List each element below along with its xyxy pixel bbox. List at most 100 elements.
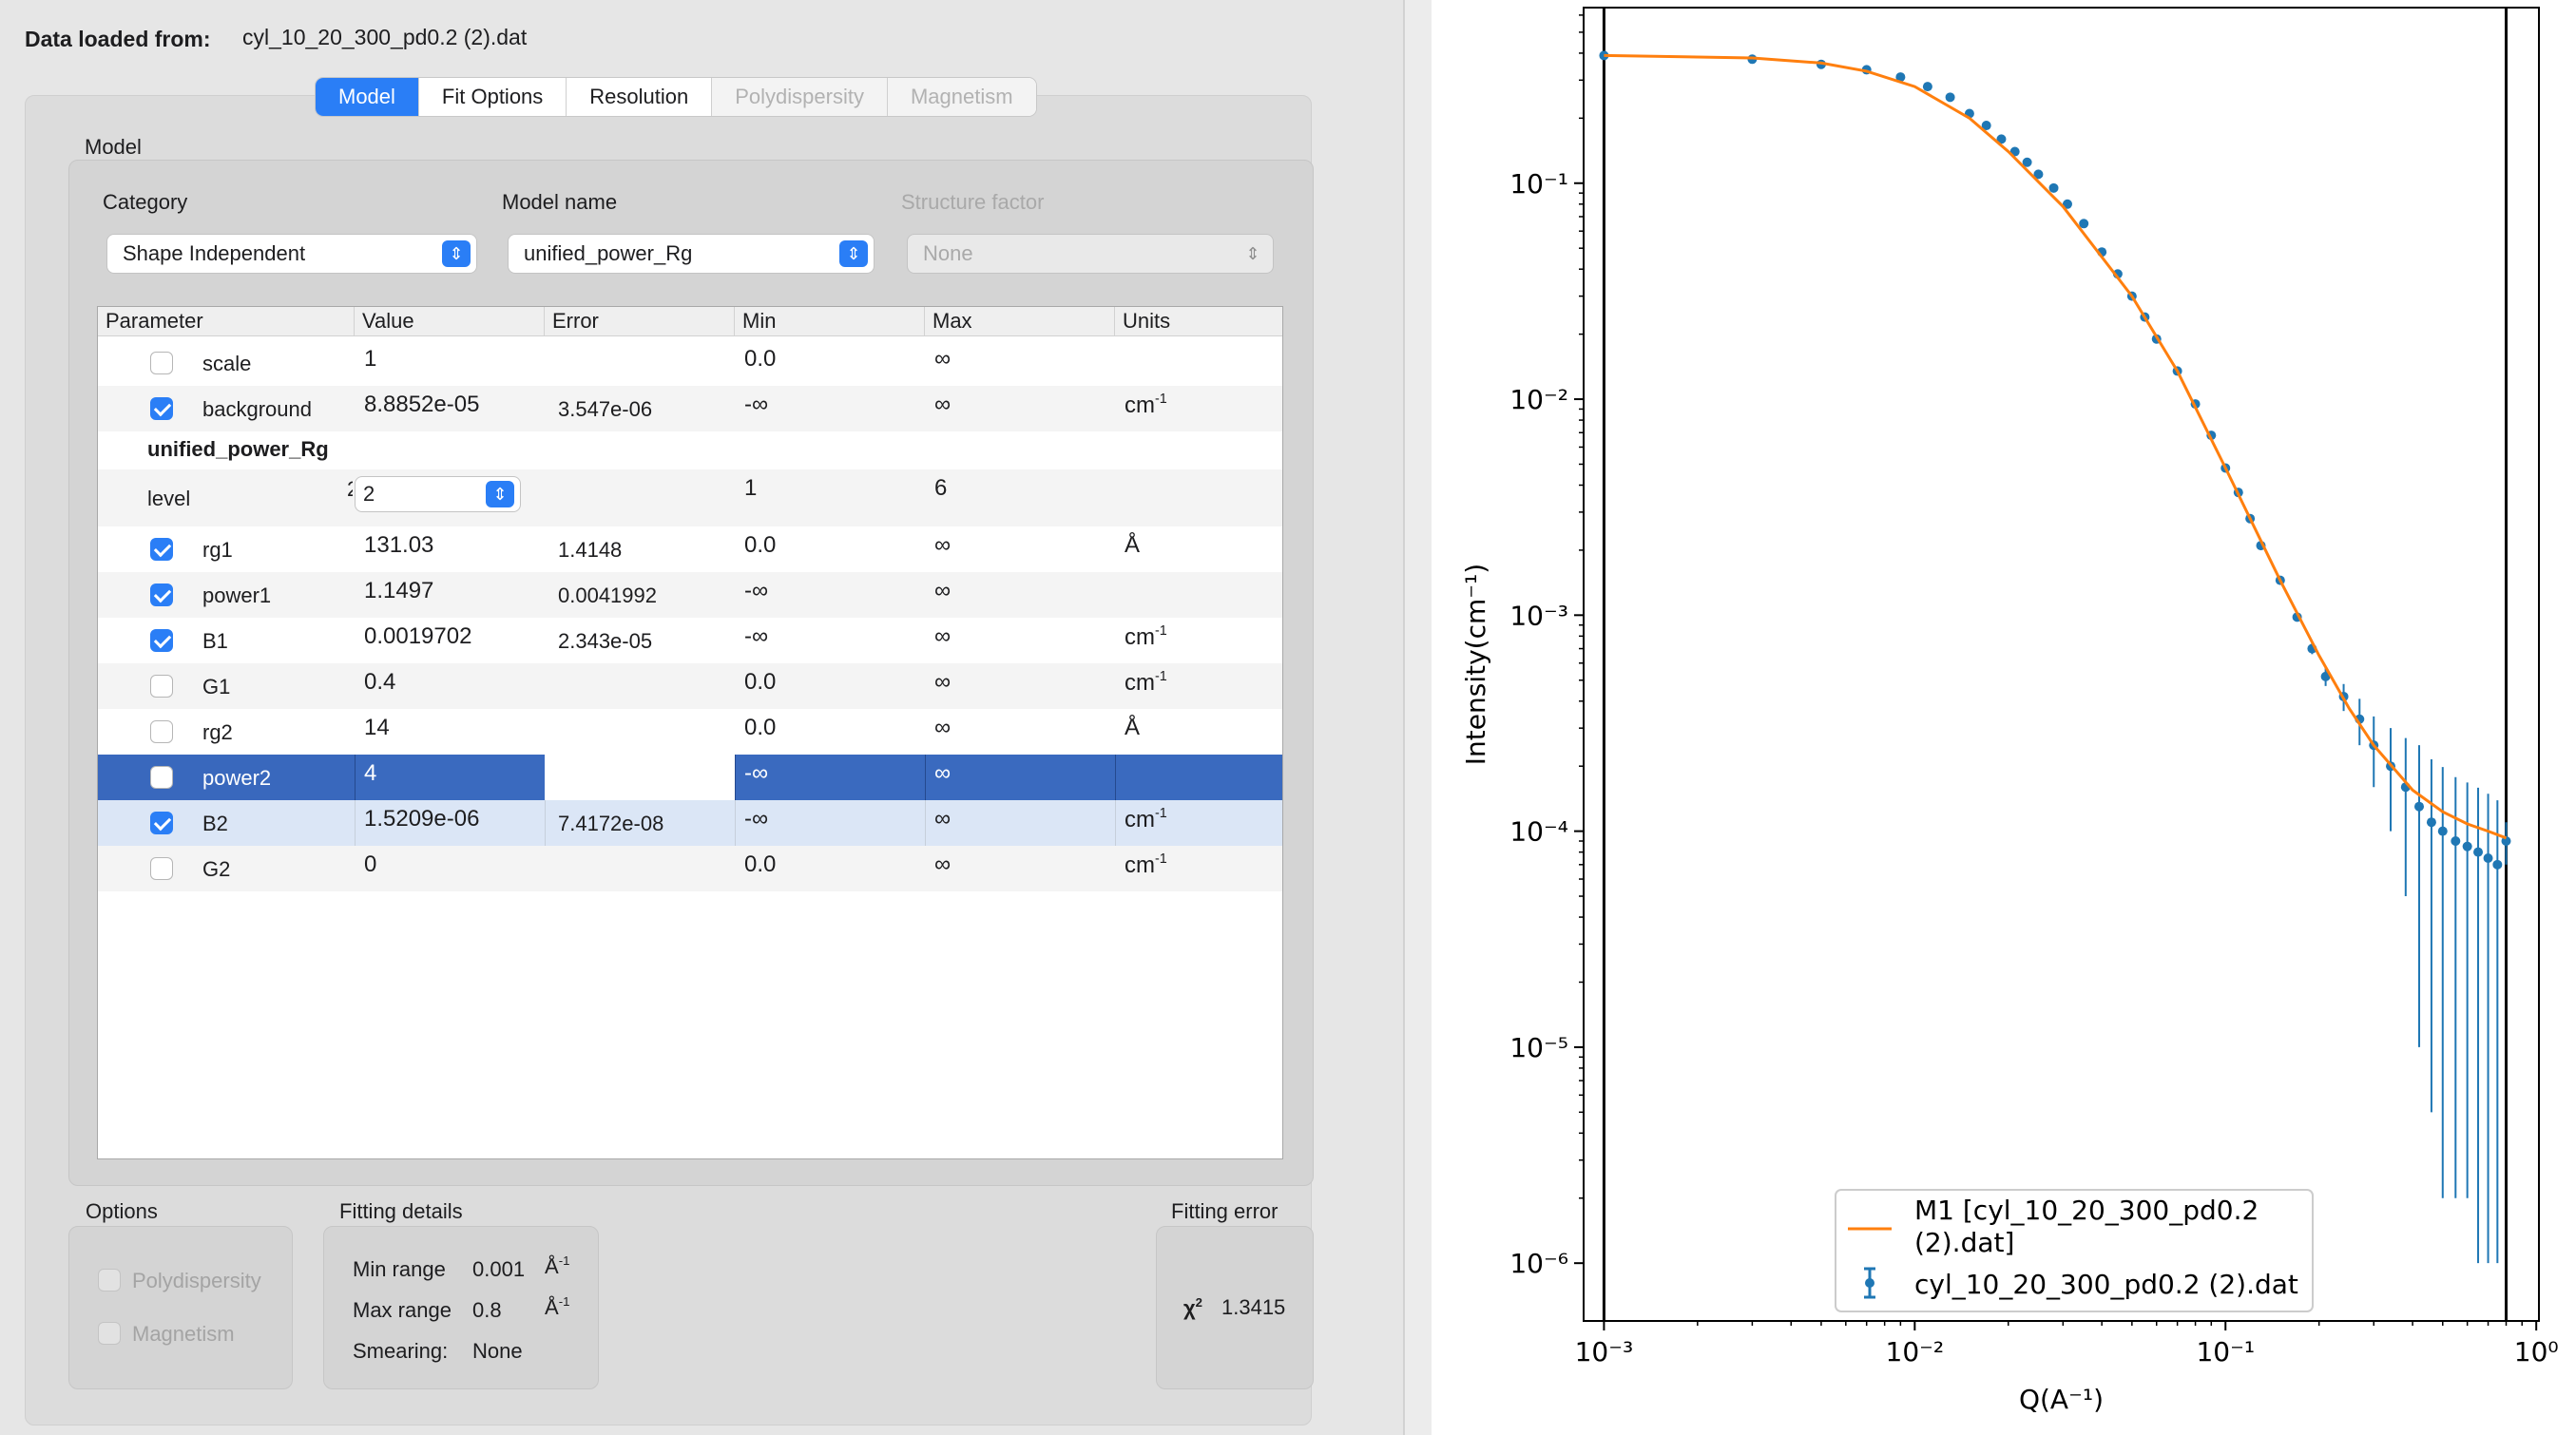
fit-checkbox-power1[interactable]: [150, 584, 173, 606]
magnetism-option-label: Magnetism: [132, 1322, 235, 1346]
splitter-handle[interactable]: [1403, 0, 1432, 1435]
unselected-cell: [545, 755, 735, 800]
param-value[interactable]: 0: [364, 851, 377, 877]
param-value[interactable]: 0.4: [364, 669, 396, 695]
table-row[interactable]: G1 0.4 0.0 ∞ cm-1: [98, 663, 1282, 709]
fitting-details-label: Fitting details: [339, 1199, 463, 1223]
param-max[interactable]: ∞: [934, 806, 952, 832]
column-header-parameter[interactable]: Parameter: [98, 307, 355, 335]
param-max[interactable]: ∞: [934, 346, 952, 372]
param-max[interactable]: ∞: [934, 623, 952, 649]
table-header: Parameter Value Error Min Max Units: [98, 307, 1282, 336]
data-point: [2451, 836, 2461, 847]
table-row[interactable]: G2 0 0.0 ∞ cm-1: [98, 846, 1282, 891]
param-max[interactable]: ∞: [934, 851, 952, 877]
chevron-updown-icon[interactable]: ⇕: [486, 481, 514, 507]
data-point: [1895, 72, 1906, 83]
param-max[interactable]: ∞: [934, 532, 952, 558]
chevron-updown-icon: ⇕: [442, 240, 471, 267]
param-value[interactable]: 4: [364, 760, 377, 786]
level-spinbox[interactable]: 2 ⇕: [355, 476, 521, 512]
param-min[interactable]: -∞: [744, 806, 769, 832]
param-min[interactable]: -∞: [744, 760, 769, 786]
param-value[interactable]: 8.8852e-05: [364, 392, 480, 417]
param-min[interactable]: 0.0: [744, 715, 777, 740]
param-min[interactable]: 0.0: [744, 669, 777, 695]
table-row[interactable]: B1 0.0019702 2.343e-05 -∞ ∞ cm-1: [98, 618, 1282, 663]
param-name: background: [202, 397, 312, 421]
y-tick-label: 10⁻³: [1509, 600, 1568, 631]
plot-canvas[interactable]: M1 [cyl_10_20_300_pd0.2(2).dat] cyl_10_20…: [1432, 0, 2576, 1435]
param-min[interactable]: 0.0: [744, 532, 777, 558]
column-header-min[interactable]: Min: [735, 307, 925, 335]
plot-legend[interactable]: M1 [cyl_10_20_300_pd0.2(2).dat] cyl_10_20…: [1835, 1189, 2314, 1312]
column-header-value[interactable]: Value: [355, 307, 545, 335]
category-select[interactable]: Shape Independent ⇕: [106, 234, 477, 274]
param-value[interactable]: 131.03: [364, 532, 434, 558]
fit-checkbox-rg2[interactable]: [150, 720, 173, 743]
tab-model[interactable]: Model: [316, 78, 419, 116]
param-max[interactable]: ∞: [934, 715, 952, 740]
param-error: 1.4148: [558, 538, 623, 562]
fitting-error-box: χ2 1.3415: [1156, 1226, 1314, 1389]
fit-checkbox-g1[interactable]: [150, 675, 173, 698]
param-max[interactable]: ∞: [934, 578, 952, 603]
param-name: level: [147, 487, 191, 510]
param-name: B2: [202, 812, 228, 835]
param-min[interactable]: -∞: [744, 623, 769, 649]
table-row[interactable]: background 8.8852e-05 3.547e-06 -∞ ∞ cm-…: [98, 386, 1282, 431]
table-row-selected[interactable]: power2 4 -∞ ∞: [98, 755, 1282, 800]
data-point: [2022, 157, 2032, 167]
table-row[interactable]: power1 1.1497 0.0041992 -∞ ∞: [98, 572, 1282, 618]
table-row[interactable]: B2 1.5209e-06 7.4172e-08 -∞ ∞ cm-1: [98, 800, 1282, 846]
plot-panel: M1 [cyl_10_20_300_pd0.2 (2).dat] cyl_10_20…: [1432, 0, 2576, 1435]
model-section-label: unified_power_Rg: [147, 437, 329, 461]
param-value[interactable]: 1: [364, 346, 377, 372]
fit-checkbox-background[interactable]: [150, 397, 173, 420]
x-tick-label: 10⁻²: [1886, 1336, 1945, 1368]
fit-checkbox-b2[interactable]: [150, 812, 173, 834]
data-point: [2033, 169, 2044, 180]
data-point: [1996, 134, 2007, 144]
table-row[interactable]: level 2 2 ⇕ 1 6: [98, 469, 1282, 526]
column-header-max[interactable]: Max: [925, 307, 1115, 335]
param-value[interactable]: 14: [364, 715, 390, 740]
column-header-units[interactable]: Units: [1123, 309, 1171, 333]
fit-checkbox-b1[interactable]: [150, 629, 173, 652]
param-value[interactable]: 1.1497: [364, 578, 434, 603]
max-range-label: Max range: [353, 1298, 452, 1322]
param-min[interactable]: 0.0: [744, 851, 777, 877]
cell-divider: [925, 755, 926, 800]
fit-checkbox-rg1[interactable]: [150, 538, 173, 561]
fit-checkbox-g2[interactable]: [150, 857, 173, 880]
tab-fit-options[interactable]: Fit Options: [419, 78, 567, 116]
max-range-value: 0.8: [472, 1298, 502, 1322]
param-max[interactable]: ∞: [934, 392, 952, 417]
param-min[interactable]: -∞: [744, 578, 769, 603]
param-min[interactable]: -∞: [744, 392, 769, 417]
table-row[interactable]: rg1 131.03 1.4148 0.0 ∞ Å: [98, 526, 1282, 572]
param-value[interactable]: 0.0019702: [364, 623, 472, 649]
y-tick-label: 10⁻²: [1509, 384, 1568, 415]
param-units: Å: [1125, 715, 1141, 740]
param-max[interactable]: ∞: [934, 760, 952, 786]
plot-frame: [1583, 7, 2540, 1322]
param-value[interactable]: 1.5209e-06: [364, 806, 480, 832]
param-max[interactable]: ∞: [934, 669, 952, 695]
table-row[interactable]: scale 1 0.0 ∞: [98, 340, 1282, 386]
fit-checkbox-scale[interactable]: [150, 352, 173, 374]
param-min[interactable]: 0.0: [744, 346, 777, 372]
tab-resolution[interactable]: Resolution: [567, 78, 713, 116]
param-error: 2.343e-05: [558, 629, 653, 653]
model-name-select[interactable]: unified_power_Rg ⇕: [508, 234, 875, 274]
selection-highlight: [98, 755, 355, 800]
data-point: [1922, 82, 1932, 92]
fit-checkbox-power2[interactable]: [150, 766, 173, 789]
table-row[interactable]: rg2 14 0.0 ∞ Å: [98, 709, 1282, 755]
chevron-updown-icon: ⇕: [839, 240, 868, 267]
data-point: [2079, 219, 2089, 229]
column-header-error[interactable]: Error: [545, 307, 735, 335]
cell-divider: [1115, 800, 1116, 846]
selection-highlight: [735, 755, 925, 800]
param-name: rg2: [202, 720, 233, 744]
